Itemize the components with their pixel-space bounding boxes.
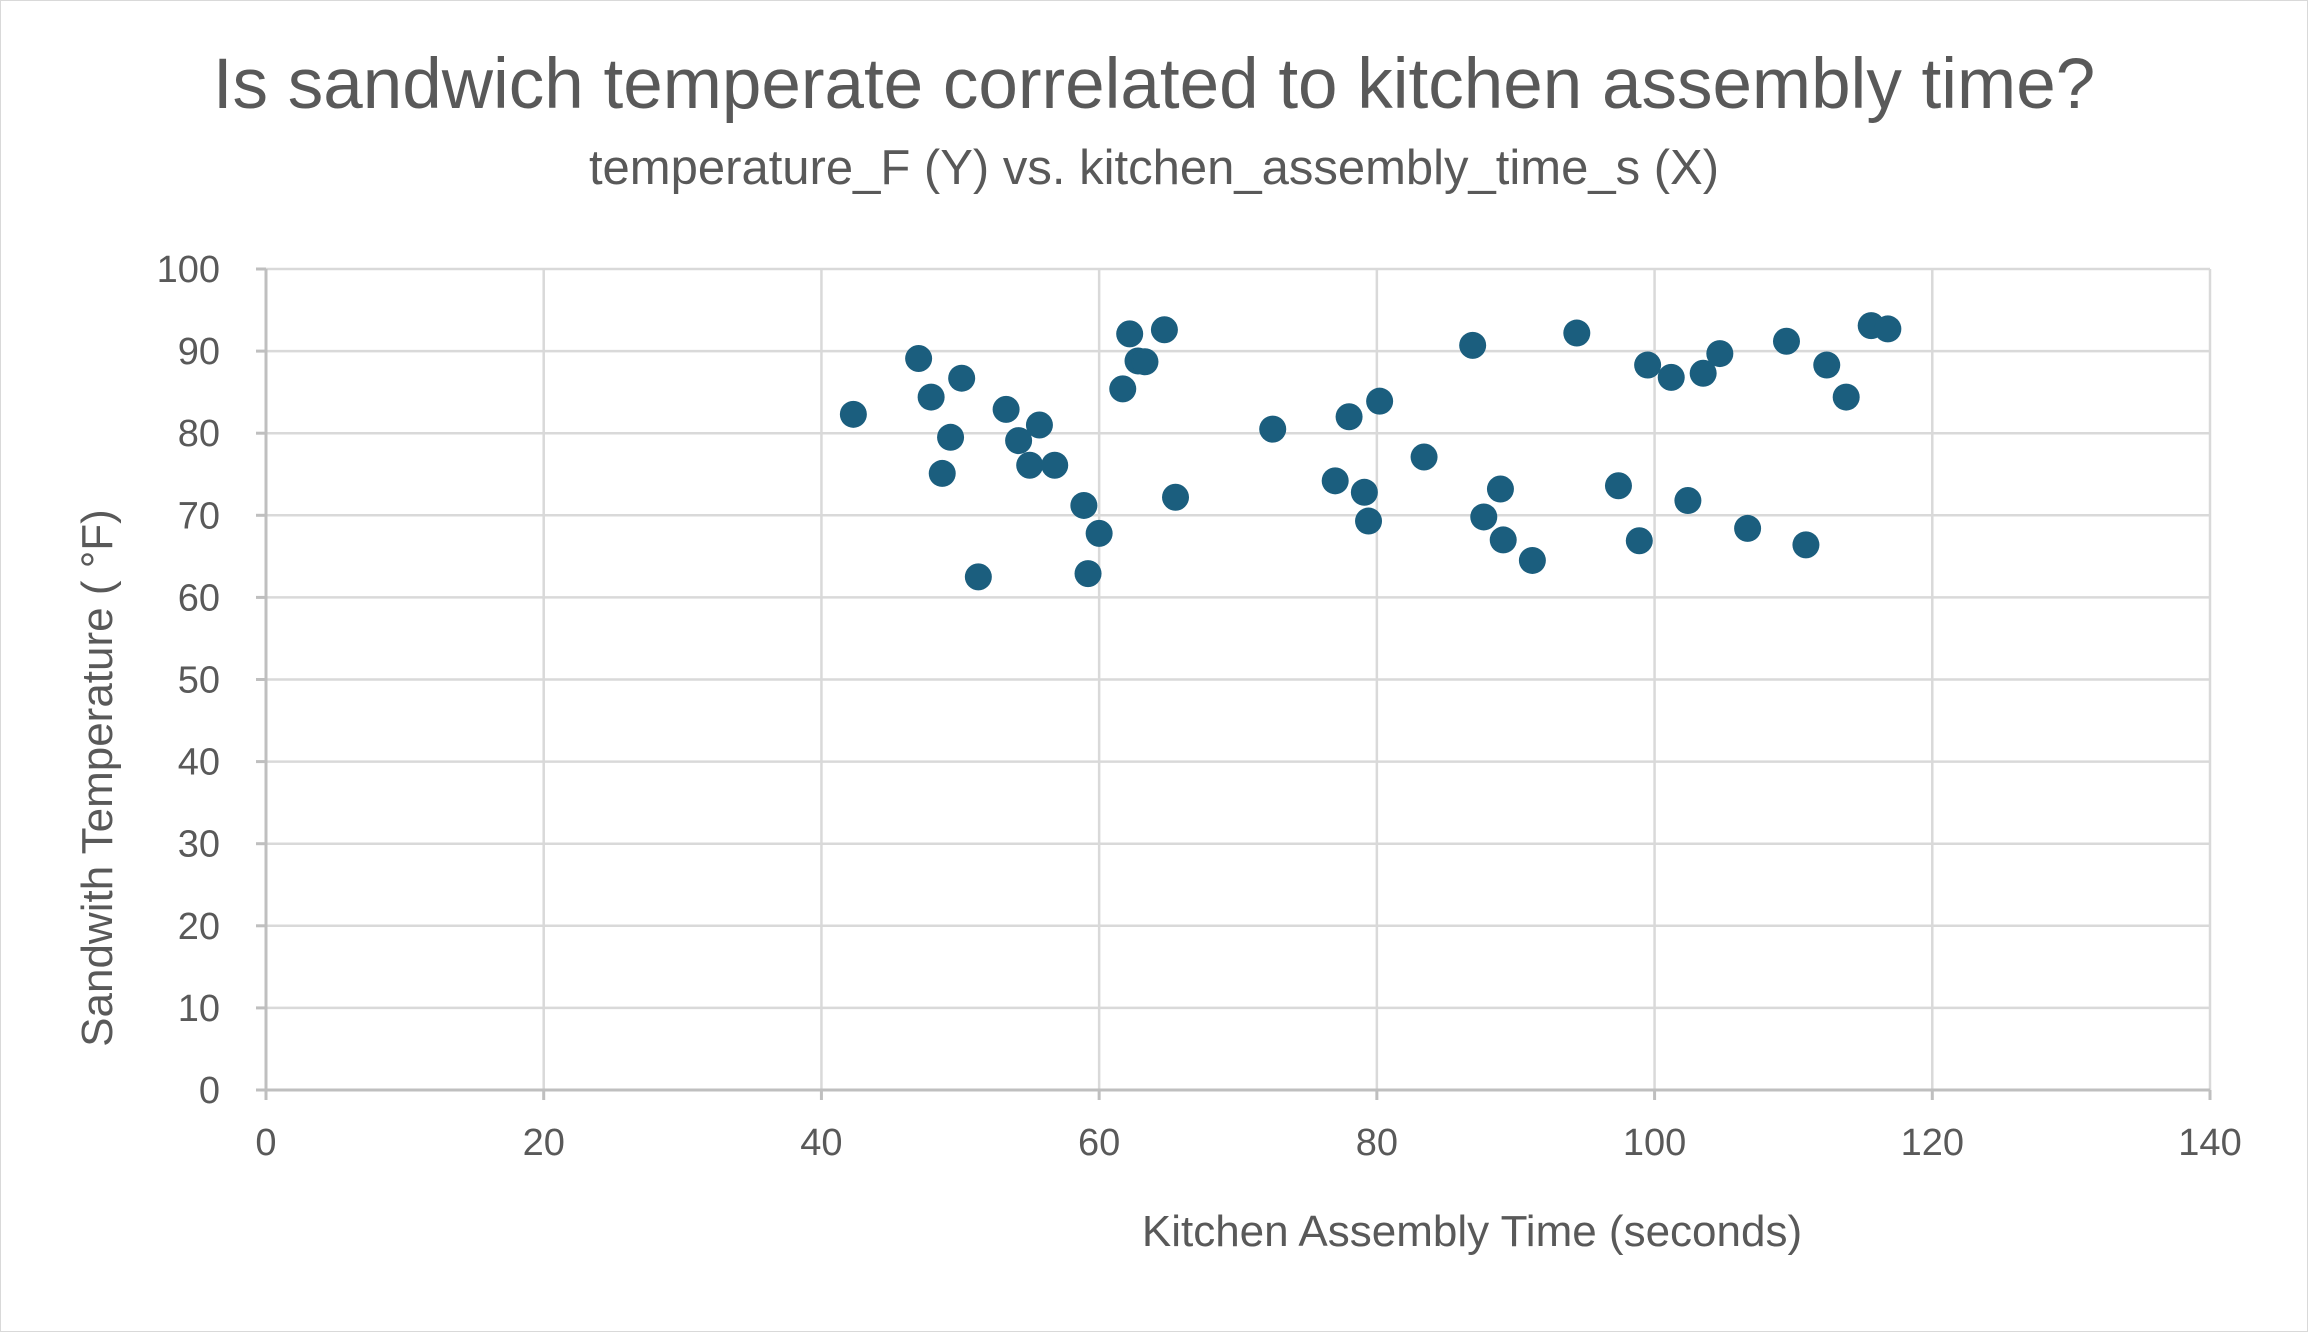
x-tick-label: 20 xyxy=(523,1122,565,1164)
data-point xyxy=(1674,487,1702,515)
data-point xyxy=(1813,351,1841,379)
tick-labels: 0 10 20 30 40 50 60 70 80 90 100 0 20 40 60 80 100 120 140 xyxy=(157,249,2242,1164)
y-tick-label: 80 xyxy=(178,413,220,455)
data-point xyxy=(905,344,933,372)
data-point xyxy=(1005,427,1033,455)
data-point xyxy=(1734,514,1762,542)
chart-title: Is sandwich temperate correlated to kitc… xyxy=(212,45,2096,124)
y-tick-label: 40 xyxy=(178,742,220,784)
data-point xyxy=(1350,478,1378,506)
data-point xyxy=(928,459,956,487)
data-point xyxy=(948,364,976,392)
data-point xyxy=(1470,503,1498,531)
data-point xyxy=(1792,531,1820,559)
data-point xyxy=(1832,383,1860,411)
data-point xyxy=(1634,351,1662,379)
data-point xyxy=(1366,387,1394,415)
y-tick-label: 10 xyxy=(178,988,220,1030)
data-point xyxy=(1604,472,1632,500)
data-point xyxy=(964,563,992,591)
y-tick-label: 30 xyxy=(178,824,220,866)
data-point xyxy=(1070,491,1098,519)
data-point xyxy=(1162,483,1190,511)
data-point xyxy=(1410,443,1438,471)
x-tick-label: 100 xyxy=(1623,1122,1686,1164)
data-point xyxy=(1150,316,1178,344)
x-tick-label: 140 xyxy=(2178,1122,2241,1164)
y-tick-label: 60 xyxy=(178,577,220,619)
data-point xyxy=(1874,315,1902,343)
data-point xyxy=(1689,359,1717,387)
y-tick-label: 0 xyxy=(199,1070,220,1112)
y-tick-label: 20 xyxy=(178,906,220,948)
data-point xyxy=(1563,319,1591,347)
chart-subtitle: temperature_F (Y) vs. kitchen_assembly_t… xyxy=(588,141,1720,195)
data-point xyxy=(1625,527,1653,555)
y-axis-title: Sandwith Temperature ( °F) xyxy=(73,509,122,1047)
data-point xyxy=(1041,451,1069,479)
data-point xyxy=(1489,526,1517,554)
y-tick-label: 50 xyxy=(178,660,220,702)
data-point xyxy=(1657,363,1685,391)
data-point xyxy=(937,423,965,451)
axis-layer xyxy=(256,267,2212,1100)
y-tick-label: 90 xyxy=(178,331,220,373)
x-tick-label: 0 xyxy=(255,1122,276,1164)
data-point xyxy=(1259,415,1287,443)
data-point xyxy=(917,383,945,411)
data-point xyxy=(1131,348,1159,376)
data-point xyxy=(1355,507,1383,535)
x-axis-title: Kitchen Assembly Time (seconds) xyxy=(1142,1207,1802,1256)
data-point xyxy=(1016,451,1044,479)
data-point xyxy=(1321,467,1349,495)
data-points xyxy=(839,312,1902,591)
data-point xyxy=(1025,411,1053,439)
x-tick-label: 60 xyxy=(1078,1122,1120,1164)
data-point xyxy=(1518,546,1546,574)
grid-layer xyxy=(266,267,2212,1090)
data-point xyxy=(1085,519,1113,547)
data-point xyxy=(1706,340,1734,368)
x-tick-label: 40 xyxy=(800,1122,842,1164)
y-tick-label: 70 xyxy=(178,495,220,537)
x-tick-label: 80 xyxy=(1356,1122,1398,1164)
data-point xyxy=(1109,375,1137,403)
data-point xyxy=(1459,331,1487,359)
data-point xyxy=(1074,560,1102,588)
data-point xyxy=(992,395,1020,423)
data-point xyxy=(1486,475,1514,503)
data-point xyxy=(1772,327,1800,355)
data-point xyxy=(1116,320,1144,348)
x-tick-label: 120 xyxy=(1901,1122,1964,1164)
data-point xyxy=(1335,403,1363,431)
data-point xyxy=(839,400,867,428)
y-tick-label: 100 xyxy=(157,249,220,291)
